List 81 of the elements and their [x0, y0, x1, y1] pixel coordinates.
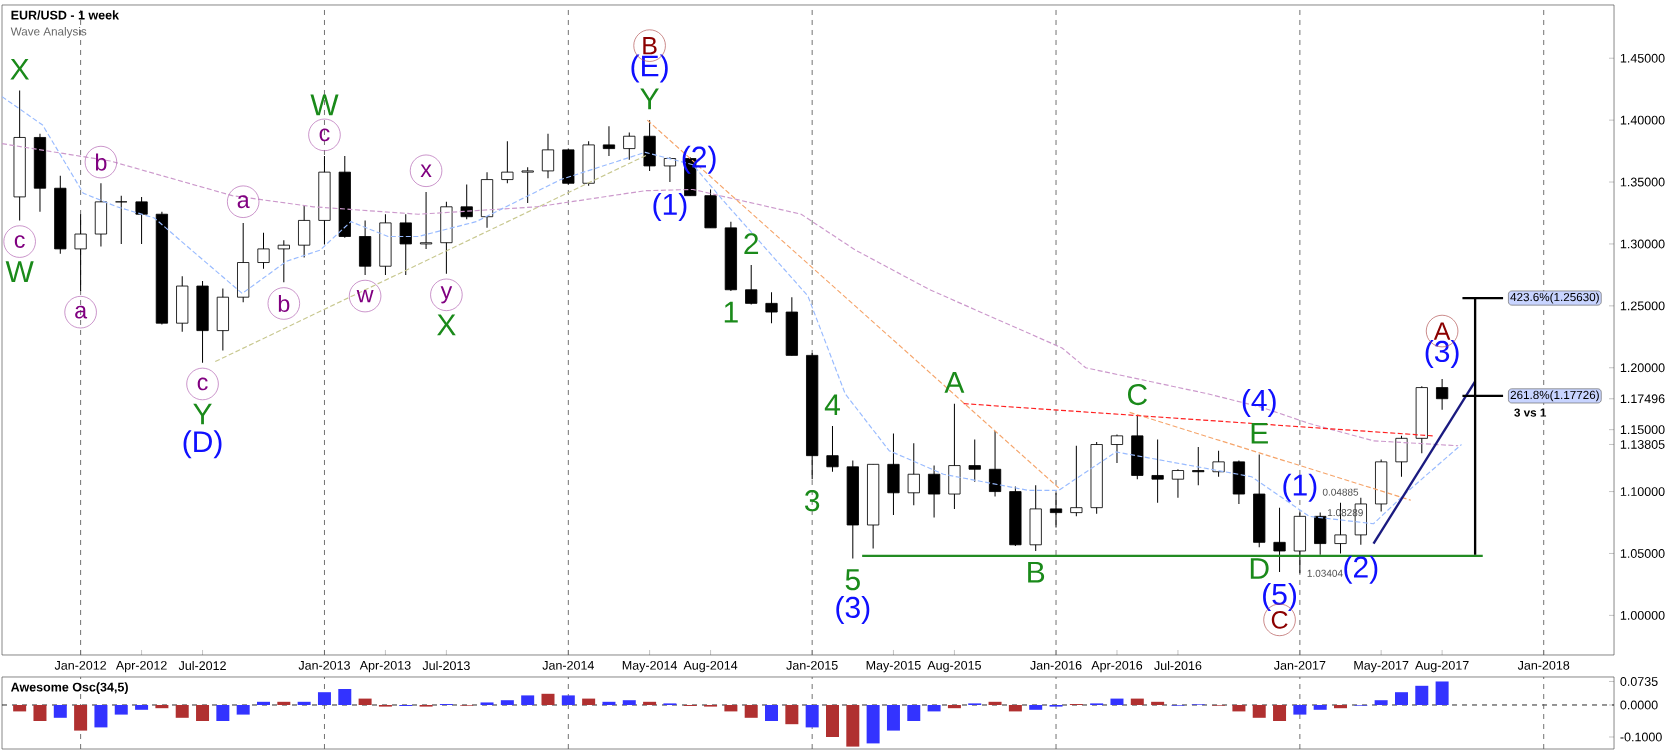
annotation: (3): [836, 595, 870, 624]
x-tick-label: Jul-2012: [178, 660, 226, 671]
annotation: A: [944, 372, 965, 393]
annotation: a: [75, 305, 88, 319]
y-tick-label: 1.00000: [1620, 610, 1665, 620]
x-tick-label: Jul-2013: [422, 660, 470, 671]
annotation: w: [356, 289, 374, 303]
chart-title: Awesome Osc(34,5): [10, 682, 128, 694]
annotation: C: [1127, 383, 1147, 406]
annotation: X: [10, 58, 30, 80]
y-tick-label: 1.45000: [1620, 53, 1665, 63]
y-tick-label: 1.20000: [1620, 363, 1665, 373]
x-tick-label: Jan-2012: [54, 660, 107, 670]
x-tick-label: Jan-2013: [298, 660, 350, 670]
annotation: c: [319, 128, 330, 142]
annotation: (E): [631, 54, 668, 83]
x-tick-label: Jan-2015: [786, 660, 838, 670]
annotation: (D): [183, 430, 222, 459]
y-tick-label: 1.30000: [1620, 239, 1665, 249]
x-tick-label: Apr-2012: [115, 660, 167, 673]
annotation: 5: [845, 569, 860, 591]
annotation: X: [437, 314, 456, 336]
x-tick-label: May-2015: [866, 660, 921, 673]
annotation: 4: [824, 394, 840, 416]
annotation: B: [1028, 561, 1045, 583]
x-tick-label: Jan-2016: [1030, 660, 1082, 670]
annotation: 423.6%(1.25630): [1510, 292, 1599, 304]
x-tick-label: Apr-2016: [1091, 660, 1143, 673]
annotation: c: [197, 377, 208, 391]
annotation: b: [95, 153, 107, 171]
y-tick-label: 1.17496: [1620, 394, 1665, 404]
annotation: 0.04885: [1322, 488, 1359, 496]
annotation: x: [420, 164, 432, 177]
annotation: (4): [1242, 388, 1276, 417]
y-tick-label: 1.25000: [1620, 301, 1665, 311]
text: Wave Analysis: [10, 27, 87, 38]
annotation: Y: [193, 403, 212, 425]
y-tick-label: 1.40000: [1620, 115, 1665, 125]
y-tick-label: -0.1000: [1620, 732, 1662, 742]
annotation: 3: [804, 490, 820, 512]
annotation: E: [1251, 422, 1268, 444]
annotation: D: [1250, 558, 1269, 579]
annotation: (3): [1425, 340, 1459, 369]
y-tick-label: 1.35000: [1620, 177, 1665, 187]
x-tick-label: Jan-2018: [1517, 660, 1570, 670]
x-tick-label: May-2014: [622, 660, 678, 673]
annotation: Y: [640, 88, 659, 110]
annotation: 1.03404: [1307, 569, 1343, 577]
y-tick-label: 1.15000: [1620, 425, 1665, 435]
annotation: (1): [653, 192, 687, 221]
annotation: C: [1271, 611, 1288, 629]
annotation: B: [643, 37, 657, 55]
annotation: 2: [744, 233, 759, 255]
x-tick-label: Aug-2015: [927, 660, 981, 673]
y-tick-label: 1.05000: [1620, 549, 1665, 558]
chart-title: EUR/USD - 1 week: [11, 10, 120, 20]
annotation: W: [5, 261, 34, 282]
x-tick-label: Aug-2017: [1415, 660, 1469, 673]
x-tick-label: May-2017: [1354, 660, 1409, 673]
x-tick-label: Aug-2014: [683, 660, 738, 673]
annotation: 261.8%(1.17726): [1510, 390, 1599, 402]
annotation: b: [278, 294, 290, 313]
y-tick-label: 1.10000: [1620, 487, 1665, 496]
annotation: (2): [1344, 555, 1378, 584]
annotation: A: [1433, 322, 1451, 340]
x-tick-label: Apr-2013: [359, 660, 411, 673]
x-tick-label: Jul-2016: [1154, 660, 1202, 671]
annotation: (5): [1263, 582, 1297, 611]
annotation: a: [237, 195, 250, 209]
annotation: y: [440, 286, 453, 304]
annotation: c: [14, 235, 25, 248]
annotation: 3 vs 1: [1514, 408, 1547, 417]
annotation: (2): [682, 145, 716, 174]
annotation: W: [310, 94, 339, 116]
y-tick-label: 1.13805: [1620, 440, 1665, 449]
x-tick-label: Jan-2014: [542, 660, 594, 670]
y-tick-label: 0.0000: [1620, 700, 1658, 710]
x-tick-label: Jan-2017: [1273, 660, 1326, 670]
annotation: 1: [724, 301, 738, 323]
y-tick-label: 0.0735: [1620, 677, 1658, 686]
annotation: (1): [1283, 473, 1317, 502]
